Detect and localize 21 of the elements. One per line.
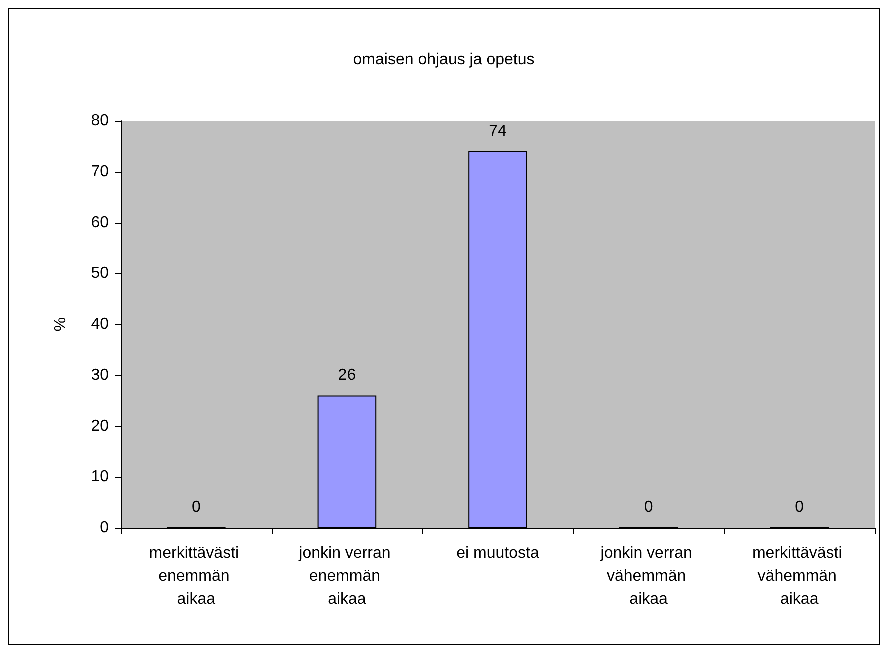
y-tick-label: 0 <box>100 520 110 536</box>
data-label: 74 <box>489 123 507 140</box>
y-axis-title: % <box>52 317 70 332</box>
x-tick-label: jonkin verran vähemmän aikaa <box>600 545 697 608</box>
y-tick-label: 30 <box>91 366 110 384</box>
y-tick-label: 70 <box>91 163 110 180</box>
data-label: 0 <box>644 499 654 516</box>
y-tick-label: 10 <box>91 468 110 486</box>
x-tick-label: ei muutosta <box>456 545 540 562</box>
chart-title: omaisen ohjaus ja opetus <box>353 52 535 68</box>
x-tick-label: merkittävästi vähemmän aikaa <box>752 545 847 608</box>
data-label: 0 <box>795 499 804 516</box>
x-tick-label: merkittävästi enemmän aikaa <box>149 545 244 608</box>
y-tick-label: 40 <box>91 316 110 333</box>
y-tick-label: 20 <box>91 418 110 435</box>
data-label: 0 <box>192 499 201 516</box>
y-tick-label: 60 <box>91 214 110 232</box>
y-tick-label: 80 <box>91 112 110 130</box>
data-label: 26 <box>338 367 356 384</box>
y-tick-label: 50 <box>91 265 110 282</box>
x-tick-label: jonkin verran enemmän aikaa <box>298 545 396 608</box>
